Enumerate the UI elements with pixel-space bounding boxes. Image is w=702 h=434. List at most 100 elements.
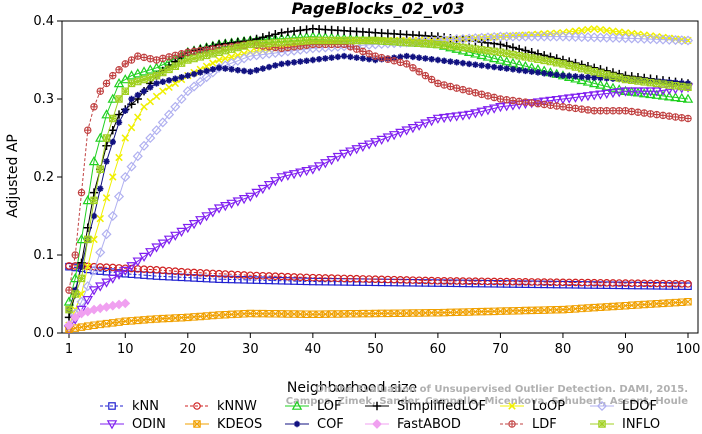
- legend-item-inflo: INFLO: [590, 417, 660, 432]
- data-point: [221, 46, 230, 55]
- data-point: [682, 35, 694, 46]
- data-point: [315, 56, 323, 63]
- data-point: [532, 98, 544, 108]
- data-point: [621, 28, 630, 37]
- series-knn: [65, 262, 692, 291]
- data-point: [565, 61, 573, 70]
- data-point: [70, 312, 81, 323]
- data-point: [571, 104, 580, 113]
- data-point: [639, 88, 650, 98]
- data-point: [502, 49, 511, 58]
- data-point: [384, 55, 392, 63]
- data-point: [145, 64, 156, 74]
- data-point: [114, 110, 124, 119]
- data-point: [527, 99, 536, 107]
- data-point: [276, 173, 287, 183]
- legend-marker: [598, 420, 606, 428]
- data-point: [584, 25, 592, 34]
- data-point: [195, 216, 206, 226]
- legend-marker: [293, 420, 301, 428]
- data-point: [246, 40, 255, 49]
- y-tick-label: 0.3: [33, 92, 54, 107]
- data-point: [171, 79, 180, 88]
- data-point: [264, 31, 274, 41]
- data-point: [126, 70, 137, 80]
- data-point: [209, 66, 217, 73]
- data-point: [584, 106, 592, 114]
- data-point: [228, 66, 235, 73]
- data-point: [90, 321, 98, 329]
- data-point: [646, 78, 655, 87]
- data-point: [103, 158, 110, 165]
- data-point: [452, 42, 461, 51]
- data-point: [621, 75, 630, 84]
- data-point: [676, 35, 687, 46]
- data-point: [390, 57, 398, 65]
- x-tick-label: 70: [492, 342, 509, 357]
- data-point: [70, 272, 81, 283]
- data-point: [471, 45, 480, 53]
- data-point: [659, 111, 667, 120]
- data-point: [84, 126, 92, 134]
- data-point: [132, 151, 143, 162]
- data-point: [613, 88, 625, 98]
- data-point: [591, 74, 598, 81]
- data-point: [171, 62, 180, 70]
- data-point: [89, 188, 99, 197]
- data-point: [340, 52, 348, 60]
- data-point: [552, 58, 561, 67]
- data-point: [459, 59, 467, 67]
- data-point: [207, 208, 219, 218]
- legend-marker: [372, 419, 382, 429]
- data-point: [346, 36, 355, 45]
- legend-item-loop: LoOP: [500, 399, 565, 414]
- data-point: [677, 82, 686, 91]
- data-point: [559, 72, 567, 79]
- data-point: [515, 51, 523, 60]
- data-point: [82, 296, 93, 306]
- data-point: [221, 54, 230, 63]
- data-point: [132, 68, 144, 78]
- data-point: [607, 88, 619, 99]
- data-point: [570, 93, 581, 103]
- data-point: [465, 87, 473, 95]
- data-point: [220, 202, 231, 212]
- data-point: [390, 37, 398, 46]
- data-point: [96, 87, 105, 95]
- data-point: [359, 47, 367, 56]
- data-point: [65, 286, 73, 294]
- data-point: [551, 95, 562, 106]
- data-point: [302, 25, 311, 34]
- data-point: [465, 60, 473, 68]
- data-point: [571, 27, 580, 35]
- data-point: [496, 95, 505, 103]
- data-point: [634, 77, 642, 85]
- data-point: [163, 235, 175, 245]
- data-point: [265, 39, 273, 47]
- data-point: [132, 257, 144, 267]
- data-point: [602, 26, 611, 35]
- legend-label: kNN: [132, 399, 159, 414]
- data-point: [639, 87, 650, 97]
- data-point: [213, 204, 225, 214]
- data-point: [426, 117, 437, 127]
- data-point: [232, 197, 244, 207]
- data-point: [190, 47, 198, 56]
- legend-item-ldof: LDOF: [590, 399, 657, 414]
- data-point: [463, 110, 475, 121]
- data-point: [665, 112, 673, 120]
- data-point: [657, 34, 669, 45]
- data-point: [465, 44, 473, 53]
- data-point: [657, 90, 669, 100]
- data-point: [72, 286, 79, 294]
- data-point: [201, 72, 212, 83]
- data-point: [527, 54, 536, 62]
- data-point: [434, 56, 442, 64]
- data-point: [545, 96, 556, 106]
- data-point: [170, 101, 181, 112]
- data-point: [365, 56, 373, 63]
- data-point: [651, 34, 662, 45]
- data-point: [476, 49, 487, 60]
- data-point: [334, 53, 342, 61]
